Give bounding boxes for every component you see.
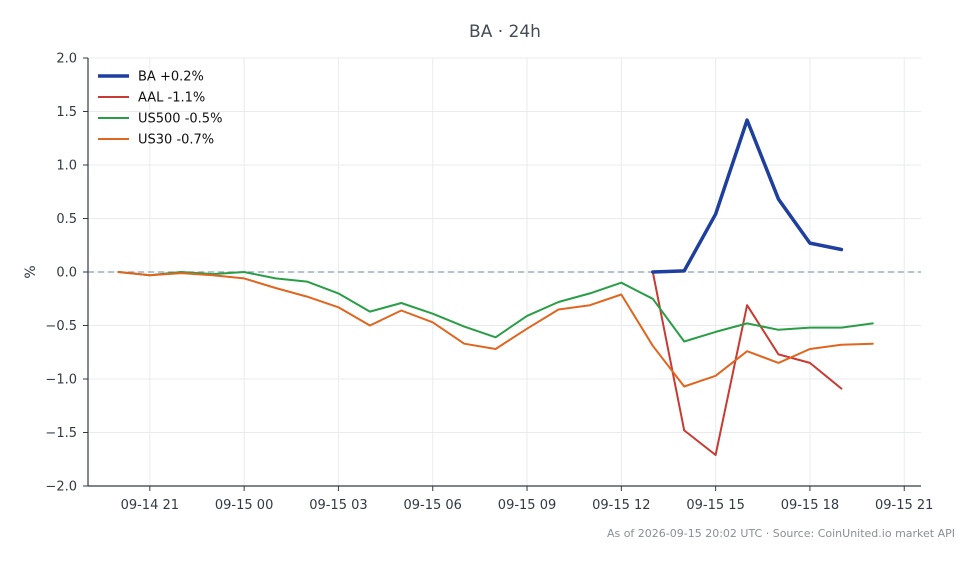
series-lines <box>117 118 874 456</box>
footer-note: As of 2026-09-15 20:02 UTC · Source: Coi… <box>607 527 955 540</box>
y-tick-label: 0.5 <box>56 212 77 227</box>
y-tick-label: −2.0 <box>45 480 77 495</box>
x-tick-label: 09-15 06 <box>403 498 461 513</box>
y-tick-label: 1.5 <box>56 105 77 120</box>
legend: BA +0.2% AAL -1.1% US500 -0.5% US30 -0.7% <box>98 70 222 148</box>
series-line-us500 <box>117 271 874 343</box>
x-tick-label: 09-15 18 <box>781 498 839 513</box>
y-axis-label: % <box>23 265 39 278</box>
x-tick-label: 09-15 09 <box>498 498 556 513</box>
series-line-us30 <box>117 271 874 388</box>
y-tick-label: 0.0 <box>56 266 77 281</box>
series-line-aal <box>651 271 843 456</box>
legend-label: BA +0.2% <box>138 70 204 85</box>
x-tick-label: 09-14 21 <box>121 498 179 513</box>
legend-label: US30 -0.7% <box>138 133 214 148</box>
series-line-ba <box>651 118 844 274</box>
legend-label: AAL -1.1% <box>138 91 205 106</box>
x-tick-label: 09-15 12 <box>592 498 650 513</box>
x-tick-label: 09-15 15 <box>686 498 744 513</box>
y-tick-label: −0.5 <box>45 319 77 334</box>
x-tick-label: 09-15 21 <box>875 498 933 513</box>
y-tick-label: −1.5 <box>45 426 77 441</box>
x-tick-label: 09-15 03 <box>309 498 367 513</box>
legend-label: US500 -0.5% <box>138 112 222 127</box>
y-tick-label: −1.0 <box>45 373 77 388</box>
y-tick-label: 2.0 <box>56 52 77 67</box>
axes: −2.0 −1.5 −1.0 −0.5 0.0 0.5 1.0 1.5 2.0 09-14 21 0… <box>45 52 933 514</box>
chart-title: BA · 24h <box>469 22 541 42</box>
x-tick-label: 09-15 00 <box>215 498 273 513</box>
y-tick-label: 1.0 <box>56 159 77 174</box>
